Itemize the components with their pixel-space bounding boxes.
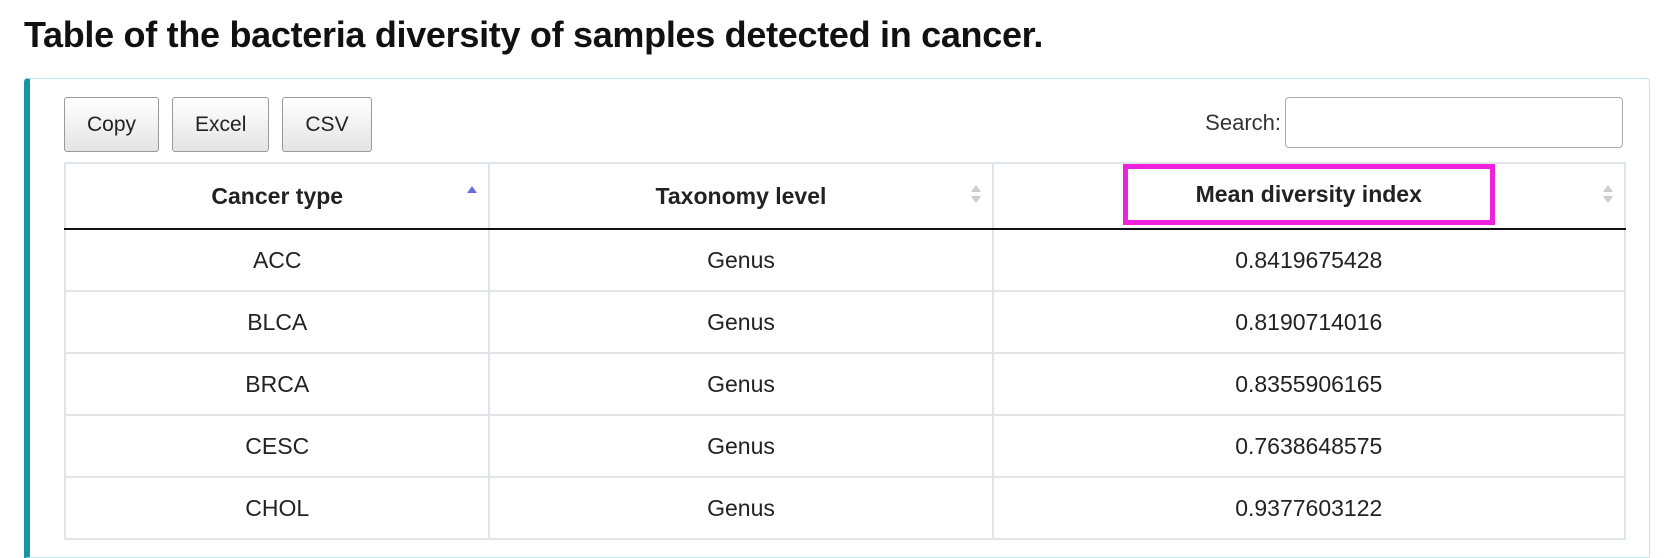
search-input[interactable]	[1285, 97, 1623, 148]
copy-button[interactable]: Copy	[64, 97, 160, 152]
cell-mean-diversity-index: 0.7638648575	[991, 414, 1626, 478]
table-row: BLCA Genus 0.8190714016	[63, 290, 1626, 354]
table-panel: Copy Excel CSV Search: Cancer type Taxon…	[24, 78, 1650, 558]
column-header-cancer-type[interactable]: Cancer type	[63, 162, 491, 230]
cell-taxonomy-level: Genus	[488, 228, 994, 292]
cell-taxonomy-level: Genus	[488, 476, 994, 540]
export-toolbar: Copy Excel CSV	[64, 97, 372, 152]
page-title: Table of the bacteria diversity of sampl…	[24, 14, 1044, 55]
cell-cancer-type: CHOL	[63, 476, 491, 540]
table-row: CHOL Genus 0.9377603122	[63, 476, 1626, 540]
cell-cancer-type: CESC	[63, 414, 491, 478]
search-label: Search:	[1205, 109, 1281, 135]
cell-mean-diversity-index: 0.8190714016	[991, 290, 1626, 354]
cell-mean-diversity-index: 0.8419675428	[991, 228, 1626, 292]
sort-both-icon	[1603, 185, 1613, 203]
column-header-label: Cancer type	[211, 182, 344, 209]
table-header-row: Cancer type Taxonomy level Mean diversit…	[63, 162, 1626, 230]
cell-cancer-type: BRCA	[63, 352, 491, 416]
csv-button[interactable]: CSV	[282, 97, 372, 152]
cell-mean-diversity-index: 0.8355906165	[991, 352, 1626, 416]
cell-taxonomy-level: Genus	[488, 290, 994, 354]
column-header-taxonomy-level[interactable]: Taxonomy level	[488, 162, 994, 230]
diversity-table: Cancer type Taxonomy level Mean diversit…	[63, 162, 1626, 540]
excel-button[interactable]: Excel	[172, 97, 270, 152]
table-row: CESC Genus 0.7638648575	[63, 414, 1626, 478]
search-box: Search:	[1205, 97, 1623, 148]
cell-taxonomy-level: Genus	[488, 414, 994, 478]
cell-cancer-type: ACC	[63, 228, 491, 292]
cell-cancer-type: BLCA	[63, 290, 491, 354]
cell-taxonomy-level: Genus	[488, 352, 994, 416]
table-row: BRCA Genus 0.8355906165	[63, 352, 1626, 416]
highlight-box: Mean diversity index	[1122, 163, 1495, 225]
sort-ascending-icon	[467, 186, 478, 193]
table-row: ACC Genus 0.8419675428	[63, 228, 1626, 292]
column-header-label: Taxonomy level	[655, 182, 827, 209]
column-header-label: Mean diversity index	[1195, 180, 1422, 207]
column-header-mean-diversity-index[interactable]: Mean diversity index	[991, 162, 1626, 230]
sort-both-icon	[970, 185, 981, 203]
cell-mean-diversity-index: 0.9377603122	[991, 476, 1626, 540]
